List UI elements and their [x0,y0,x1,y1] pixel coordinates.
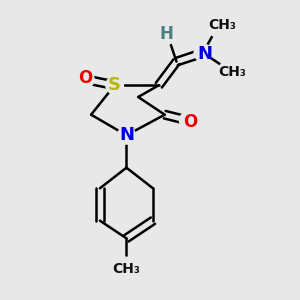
Circle shape [106,76,124,94]
Text: N: N [119,126,134,144]
Text: H: H [159,25,173,43]
Circle shape [179,112,197,129]
Circle shape [118,126,135,144]
Text: N: N [197,45,212,63]
Circle shape [76,70,94,88]
Text: S: S [108,76,121,94]
Text: O: O [183,113,197,131]
Circle shape [207,16,228,37]
Text: CH₃: CH₃ [218,65,246,79]
Text: O: O [78,69,92,87]
Text: CH₃: CH₃ [208,18,236,32]
Circle shape [159,26,176,44]
Circle shape [116,257,137,278]
Circle shape [219,60,240,81]
Circle shape [194,44,212,62]
Text: CH₃: CH₃ [112,262,140,276]
